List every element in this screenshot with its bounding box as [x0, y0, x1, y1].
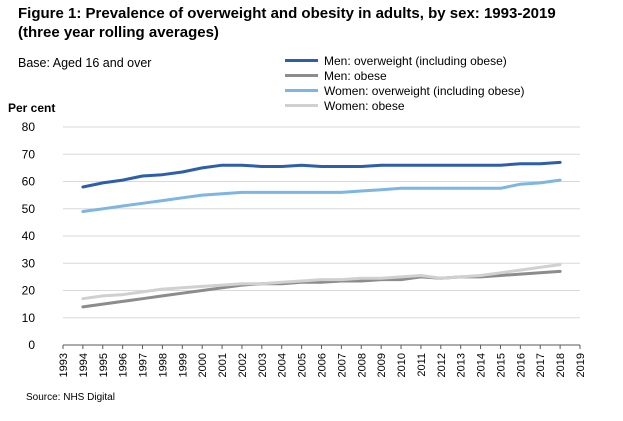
chart-title: Figure 1: Prevalence of overweight and o… — [18, 5, 556, 41]
x-tick-label: 2002 — [237, 353, 249, 377]
y-axis-label: Per cent — [8, 101, 55, 115]
x-tick-label: 1999 — [177, 353, 189, 377]
x-tick-label: 1997 — [138, 353, 150, 377]
series-line — [81, 263, 562, 301]
x-tick-label: 2015 — [495, 353, 507, 377]
legend-label: Women: obese — [324, 98, 405, 113]
legend-label: Men: obese — [324, 68, 387, 83]
x-tick-label: 2009 — [376, 353, 388, 377]
x-tick-label: 2012 — [436, 353, 448, 377]
x-tick-label: 2000 — [197, 353, 209, 377]
base-note: Base: Aged 16 and over — [18, 56, 152, 70]
source-note: Source: NHS Digital — [26, 392, 115, 403]
y-tick-label: 0 — [28, 338, 35, 352]
legend-swatch — [285, 74, 318, 77]
x-tick-label: 2003 — [257, 353, 269, 377]
x-tick-label: 1996 — [118, 353, 130, 377]
x-tick-label: 2019 — [575, 353, 587, 377]
legend-label: Women: overweight (including obese) — [324, 83, 525, 98]
x-tick-label: 2010 — [396, 353, 408, 377]
y-tick-label: 60 — [22, 175, 36, 189]
x-tick-label: 2004 — [277, 353, 289, 377]
x-tick-label: 2008 — [356, 353, 368, 377]
legend: Men: overweight (including obese) Men: o… — [285, 53, 525, 113]
legend-item: Women: overweight (including obese) — [285, 83, 525, 98]
x-tick-label: 2001 — [217, 353, 229, 377]
x-tick-label: 2014 — [476, 353, 488, 377]
legend-item: Women: obese — [285, 98, 525, 113]
x-tick-label: 1994 — [78, 353, 90, 377]
series-line — [81, 178, 562, 213]
x-tick-label: 2016 — [515, 353, 527, 377]
x-tick-label: 1998 — [157, 353, 169, 377]
legend-swatch — [285, 89, 318, 92]
y-tick-label: 30 — [22, 256, 36, 270]
x-tick-label: 2007 — [336, 353, 348, 377]
y-tick-label: 70 — [22, 147, 36, 161]
y-tick-label: 40 — [22, 229, 36, 243]
y-tick-label: 50 — [22, 202, 36, 216]
x-tick-label: 2011 — [416, 353, 428, 377]
legend-swatch — [285, 59, 318, 62]
y-tick-label: 20 — [22, 284, 36, 298]
x-tick-label: 2018 — [555, 353, 567, 377]
legend-swatch — [285, 104, 318, 107]
x-tick-label: 2017 — [535, 353, 547, 377]
legend-label: Men: overweight (including obese) — [324, 53, 507, 68]
x-tick-label: 1993 — [58, 353, 70, 377]
x-tick-label: 2013 — [456, 353, 468, 377]
x-tick-label: 1995 — [98, 353, 110, 377]
y-tick-label: 80 — [22, 120, 36, 134]
legend-item: Men: obese — [285, 68, 525, 83]
y-tick-label: 10 — [22, 311, 36, 325]
legend-item: Men: overweight (including obese) — [285, 53, 525, 68]
x-tick-label: 2006 — [317, 353, 329, 377]
series-line — [81, 160, 562, 189]
x-tick-label: 2005 — [297, 353, 309, 377]
